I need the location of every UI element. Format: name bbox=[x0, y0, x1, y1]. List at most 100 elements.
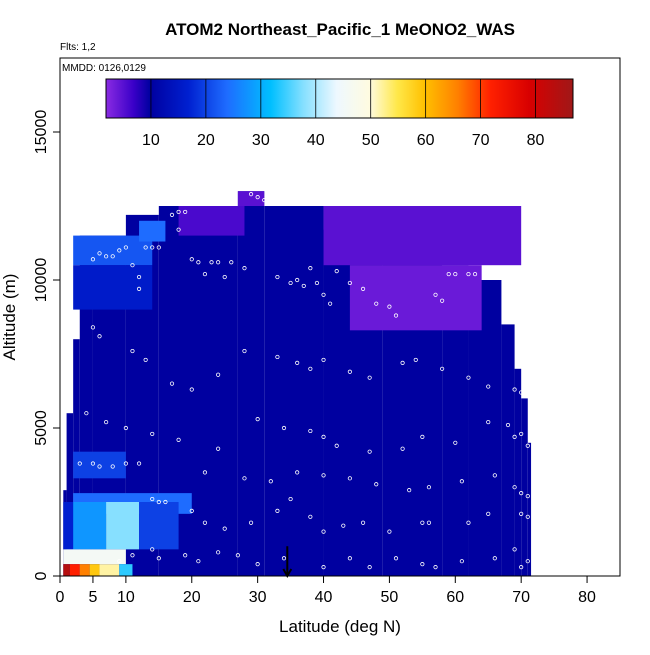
sample-point bbox=[123, 245, 128, 250]
sample-point bbox=[248, 192, 254, 197]
sample-point bbox=[347, 556, 352, 561]
sample-point bbox=[512, 547, 517, 552]
x-tick-label: 40 bbox=[315, 589, 333, 606]
sample-point bbox=[255, 195, 260, 200]
chart-title: ATOM2 Northeast_Pacific_1 MeONO2_WAS bbox=[165, 20, 515, 39]
sample-point bbox=[519, 390, 524, 395]
colorbar-ticks: 10 20 30 40 50 60 70 80 bbox=[142, 79, 545, 149]
sample-point bbox=[136, 274, 142, 280]
sample-point bbox=[466, 271, 471, 277]
sample-point bbox=[360, 286, 366, 291]
sample-point bbox=[156, 499, 161, 505]
sample-point bbox=[202, 271, 208, 277]
sample-point bbox=[486, 384, 491, 389]
sample-point bbox=[242, 348, 247, 354]
sample-point bbox=[189, 257, 194, 262]
sample-point bbox=[321, 529, 326, 534]
sample-point bbox=[512, 387, 517, 392]
sample-point bbox=[84, 411, 89, 416]
sample-point bbox=[321, 434, 326, 439]
sample-point bbox=[255, 562, 260, 567]
sample-points bbox=[77, 192, 530, 570]
sample-point bbox=[216, 372, 221, 377]
sample-point bbox=[466, 520, 471, 525]
heatmap-cell bbox=[501, 324, 515, 576]
sample-point bbox=[123, 425, 128, 431]
sample-point bbox=[97, 251, 102, 256]
sample-point bbox=[176, 209, 181, 215]
sample-point bbox=[216, 260, 221, 265]
sample-point bbox=[97, 334, 102, 339]
sample-point bbox=[90, 461, 96, 466]
heatmap-cell bbox=[89, 564, 100, 576]
colorbar-tick-label: 70 bbox=[472, 132, 490, 149]
heatmap-cell bbox=[99, 564, 120, 576]
sample-point bbox=[176, 437, 181, 442]
sample-point bbox=[347, 369, 352, 374]
sample-point bbox=[117, 248, 122, 253]
heatmap-cell bbox=[63, 564, 70, 576]
x-tick-label: 50 bbox=[381, 589, 399, 606]
sample-point bbox=[308, 366, 313, 371]
sample-point bbox=[222, 526, 227, 531]
x-tick-label: 60 bbox=[446, 589, 464, 606]
sample-point bbox=[466, 375, 471, 380]
x-axis-label: Latitude (deg N) bbox=[279, 617, 401, 636]
heatmap-cell bbox=[264, 206, 324, 576]
sample-point bbox=[209, 260, 214, 265]
sample-point bbox=[222, 274, 227, 280]
sample-point bbox=[446, 271, 451, 277]
sample-point bbox=[328, 301, 333, 306]
sample-point bbox=[255, 417, 260, 422]
sample-point bbox=[130, 263, 135, 268]
sample-point bbox=[150, 245, 155, 250]
colorbar-tick-label: 80 bbox=[527, 132, 545, 149]
sample-point bbox=[525, 559, 530, 564]
sample-point bbox=[519, 431, 524, 437]
colorbar-gradient bbox=[105, 78, 574, 119]
sample-point bbox=[347, 476, 352, 481]
heatmap-cell bbox=[323, 206, 522, 266]
sample-point bbox=[321, 357, 326, 363]
sample-point bbox=[367, 375, 372, 380]
sample-point bbox=[393, 556, 399, 561]
sample-point bbox=[525, 493, 530, 499]
sample-point bbox=[308, 514, 313, 519]
sample-point bbox=[492, 269, 497, 274]
sample-point bbox=[216, 550, 221, 555]
sample-point bbox=[163, 499, 168, 505]
colorbar-tick-label: 10 bbox=[142, 132, 160, 149]
sample-point bbox=[525, 443, 530, 448]
y-tick-label: 10000 bbox=[33, 258, 50, 303]
sample-point bbox=[281, 556, 287, 561]
sample-point bbox=[196, 559, 201, 564]
x-tick-label: 20 bbox=[183, 589, 201, 606]
sample-point bbox=[275, 354, 280, 360]
y-tick-label: 0 bbox=[33, 571, 50, 580]
heatmap-cell bbox=[139, 220, 166, 242]
sample-point bbox=[440, 298, 445, 303]
sample-point bbox=[321, 292, 326, 297]
heatmap-cell bbox=[521, 398, 528, 576]
heatmap-cell bbox=[237, 191, 265, 206]
heatmap-cell bbox=[106, 502, 140, 550]
sample-point bbox=[334, 443, 339, 448]
sample-point bbox=[229, 260, 234, 265]
sample-point bbox=[413, 357, 418, 363]
x-tick-label: 10 bbox=[117, 589, 135, 606]
sample-point bbox=[295, 470, 300, 475]
sample-point bbox=[334, 269, 339, 274]
sample-point bbox=[176, 227, 181, 232]
sample-point bbox=[308, 428, 313, 434]
sample-point bbox=[420, 562, 425, 567]
sample-point bbox=[123, 461, 128, 466]
sample-point bbox=[314, 280, 320, 286]
sample-point bbox=[472, 271, 478, 277]
sample-point bbox=[242, 266, 247, 271]
x-tick-label: 5 bbox=[88, 589, 97, 606]
sample-point bbox=[150, 496, 155, 502]
sample-point bbox=[156, 245, 161, 250]
plot-frame bbox=[59, 57, 621, 577]
y-tick-label: 5000 bbox=[33, 410, 50, 446]
dates-label: MMDD: 0126,0129 bbox=[62, 63, 146, 74]
